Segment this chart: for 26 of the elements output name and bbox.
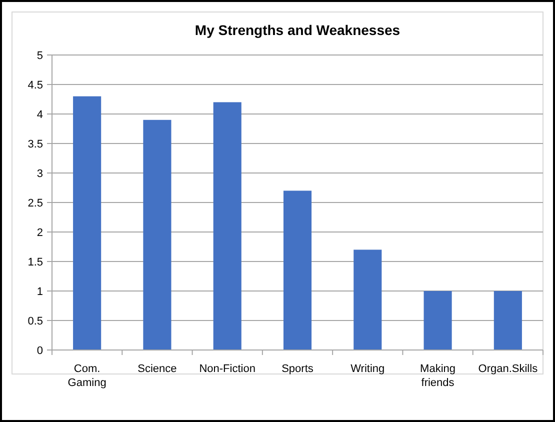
y-tick-label: 1.5 bbox=[28, 256, 43, 268]
bar bbox=[143, 120, 172, 350]
bar bbox=[213, 102, 242, 350]
y-tick-label: 2 bbox=[36, 226, 43, 239]
y-tick-label: 0 bbox=[36, 344, 43, 357]
x-tick-label: Com. Gaming bbox=[68, 363, 106, 389]
bar bbox=[354, 250, 382, 350]
bar bbox=[73, 96, 102, 350]
y-tick-label: 5 bbox=[36, 50, 43, 62]
x-tick-label: Science bbox=[138, 363, 177, 375]
y-tick-label: 0.5 bbox=[28, 315, 43, 328]
bar bbox=[424, 291, 452, 350]
y-tick-label: 2.5 bbox=[28, 197, 43, 210]
x-tick-label: Non-Fiction bbox=[199, 363, 256, 375]
x-tick-label: Sports bbox=[282, 363, 314, 375]
y-tick-label: 1 bbox=[36, 286, 43, 298]
y-tick-label: 3 bbox=[36, 168, 43, 180]
chart-title: My Strengths and Weaknesses bbox=[194, 22, 400, 38]
x-tick-label: Organ.Skills bbox=[478, 363, 538, 375]
y-tick-label: 4 bbox=[36, 108, 43, 121]
y-tick-label: 4.5 bbox=[28, 79, 43, 92]
x-tick-label: Making friends bbox=[420, 363, 456, 389]
y-tick-label: 3.5 bbox=[28, 138, 43, 150]
bar bbox=[283, 190, 312, 350]
bar bbox=[494, 291, 522, 350]
x-tick-label: Writing bbox=[350, 363, 385, 375]
